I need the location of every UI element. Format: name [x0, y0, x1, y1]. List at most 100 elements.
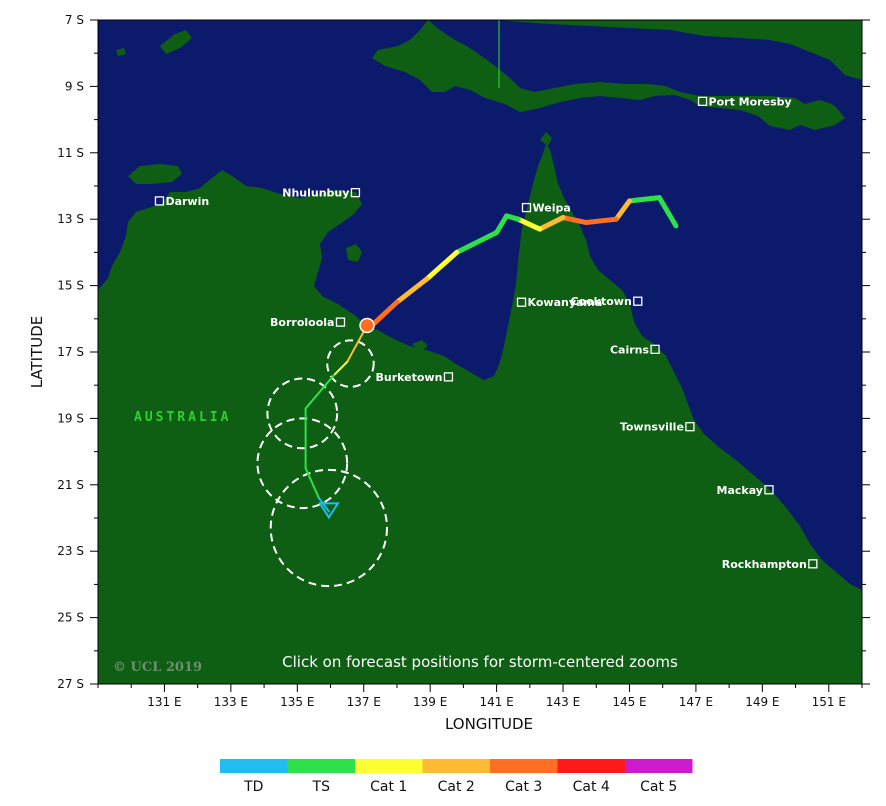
- city-label: Townsville: [620, 421, 684, 434]
- uncertainty-circle[interactable]: [256, 417, 349, 510]
- forecast-track-segment: [304, 467, 320, 500]
- past-track-segment: [613, 198, 632, 222]
- country-label: AUSTRALIA: [134, 410, 231, 425]
- lat-tick-label: 27 S: [57, 677, 84, 691]
- map-area: [98, 20, 862, 684]
- lon-tick-label: 131 E: [147, 695, 181, 709]
- city-marker: Townsville: [620, 421, 695, 434]
- lat-tick-label: 19 S: [57, 411, 84, 425]
- past-track-segment: [394, 276, 430, 305]
- city-label: Port Moresby: [709, 95, 792, 108]
- lon-tick-label: 135 E: [280, 695, 314, 709]
- png-east-tip: [770, 96, 840, 120]
- uncertainty-circles: [256, 339, 388, 588]
- forecast-track-segment: [304, 374, 335, 410]
- past-track-segment: [656, 195, 679, 229]
- lon-tick-label: 143 E: [546, 695, 580, 709]
- city-label: Cairns: [610, 343, 650, 356]
- legend-swatch: [355, 759, 423, 773]
- lat-tick-label: 13 S: [57, 212, 84, 226]
- city-label: Nhulunbuy: [282, 187, 349, 200]
- uncertainty-circle[interactable]: [326, 339, 375, 388]
- legend-label: TD: [243, 779, 263, 795]
- lat-tick-label: 9 S: [65, 79, 84, 93]
- lat-tick-label: 17 S: [57, 345, 84, 359]
- x-axis-title: LONGITUDE: [445, 715, 533, 733]
- past-track-segment: [371, 299, 400, 327]
- city-label: Borroloola: [270, 316, 334, 329]
- city-label: Cooktown: [570, 295, 631, 308]
- copyright-text: © UCL 2019: [113, 660, 202, 675]
- past-track-segment: [515, 216, 543, 232]
- city-square-icon: [516, 297, 527, 307]
- legend-swatch: [422, 759, 490, 773]
- city-marker: Darwin: [154, 195, 209, 208]
- axis-ticks: 7 S 9 S 11 S 13 S 15 S 17 S 19 S 21 S 23 S 25 S 27…: [57, 13, 870, 709]
- legend-swatch: [490, 759, 558, 773]
- australia-mainland: [98, 144, 862, 684]
- city-label: Mackay: [717, 484, 763, 497]
- new-guinea-landmass: [372, 20, 845, 130]
- uncertainty-circle[interactable]: [266, 377, 339, 450]
- city-label: Rockhampton: [722, 558, 807, 571]
- city-square-icon: [335, 317, 346, 327]
- city-marker: Weipa: [521, 202, 571, 215]
- city-square-icon: [808, 559, 818, 569]
- cities: Darwin Nhulunbuy Weipa Port Moresby Borroloo…: [154, 95, 818, 571]
- storm-track: [304, 195, 679, 520]
- city-marker: Port Moresby: [697, 95, 792, 108]
- city-label: Weipa: [533, 202, 571, 215]
- legend-label: Cat 4: [573, 779, 610, 795]
- current-position-marker[interactable]: [359, 317, 375, 334]
- instruction-text: Click on forecast positions for storm-ce…: [282, 653, 678, 671]
- island-timor-east: [160, 30, 192, 54]
- city-label: Darwin: [165, 195, 209, 208]
- lon-tick-label: 147 E: [679, 695, 713, 709]
- lat-tick-label: 11 S: [57, 146, 84, 160]
- lon-tick-label: 133 E: [214, 695, 248, 709]
- city-marker: Nhulunbuy: [282, 187, 361, 200]
- city-square-icon: [633, 296, 643, 306]
- lon-tick-label: 149 E: [745, 695, 779, 709]
- legend-swatch: [625, 759, 693, 773]
- past-track-segment: [454, 229, 500, 255]
- groote-eylandt: [346, 244, 362, 262]
- lon-tick-label: 151 E: [812, 695, 846, 709]
- city-square-icon: [764, 485, 774, 495]
- city-marker: Rockhampton: [722, 558, 818, 571]
- city-label: Burketown: [376, 371, 443, 384]
- city-square-icon: [650, 344, 660, 354]
- city-marker: Cooktown: [570, 295, 643, 308]
- past-track-segment: [626, 195, 662, 204]
- lon-tick-label: 141 E: [479, 695, 513, 709]
- legend-label: Cat 5: [640, 779, 677, 795]
- lon-tick-label: 139 E: [413, 695, 447, 709]
- island-small-1: [116, 48, 126, 56]
- forecast-end-marker[interactable]: [318, 502, 340, 520]
- legend-swatch: [287, 759, 355, 773]
- city-marker: Borroloola: [270, 316, 346, 329]
- y-axis-title: LATITUDE: [28, 316, 46, 389]
- lat-tick-label: 23 S: [57, 544, 84, 558]
- legend-swatch: [220, 759, 288, 773]
- legend-label: TS: [312, 779, 331, 795]
- lon-tick-label: 145 E: [612, 695, 646, 709]
- lat-tick-label: 21 S: [57, 478, 84, 492]
- forecast-track-segment: [317, 497, 330, 513]
- legend-swatch: [557, 759, 625, 773]
- city-marker: Burketown: [376, 371, 454, 384]
- uncertainty-circle[interactable]: [269, 468, 388, 588]
- city-square-icon: [697, 96, 708, 106]
- wellesley-island: [412, 340, 428, 352]
- city-marker: Kowanyama: [516, 296, 603, 309]
- lat-tick-label: 15 S: [57, 279, 84, 293]
- city-square-icon: [685, 422, 695, 432]
- legend-label: Cat 1: [370, 779, 407, 795]
- past-track-segment: [560, 215, 589, 226]
- past-track-segment: [494, 213, 510, 235]
- city-label: Kowanyama: [528, 296, 603, 309]
- forecast-track-segment: [332, 360, 349, 377]
- city-marker: Cairns: [610, 343, 660, 356]
- intensity-legend: TD TS Cat 1 Cat 2 Cat 3 Cat 4 Cat 5: [220, 759, 693, 795]
